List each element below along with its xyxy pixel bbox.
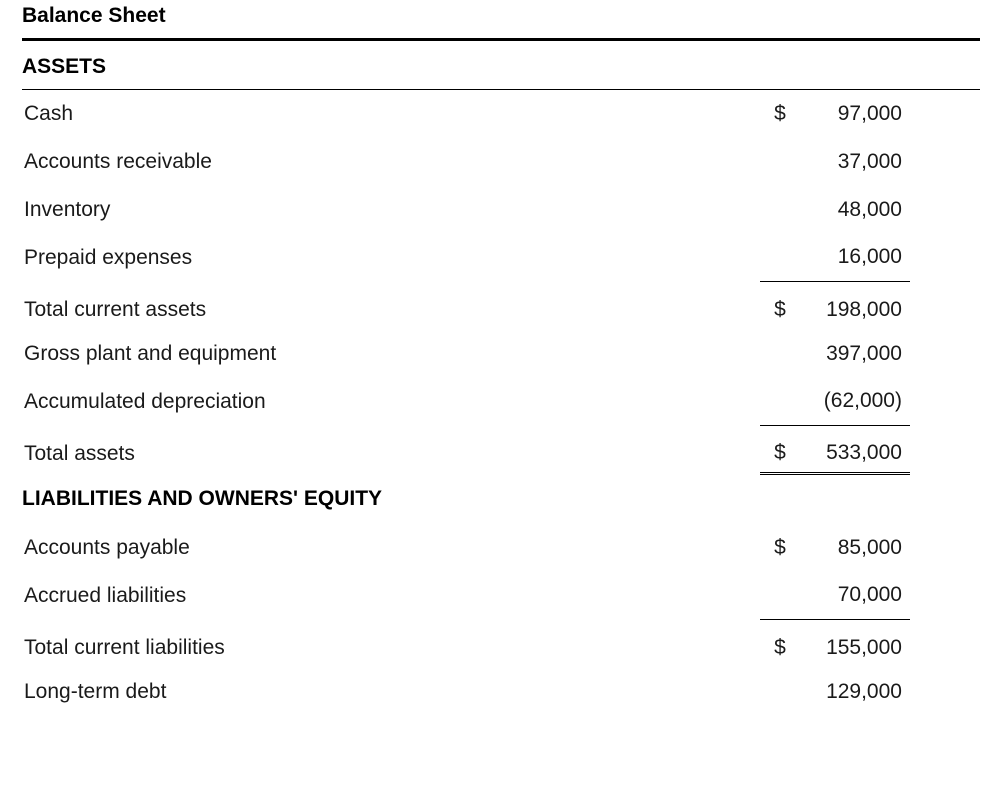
row-value: (62,000) xyxy=(800,378,910,426)
spacer xyxy=(910,90,980,138)
spacer xyxy=(910,668,980,716)
table-row: Prepaid expenses 16,000 xyxy=(22,234,980,282)
section-row-liab-equity: LIABILITIES AND OWNERS' EQUITY xyxy=(22,474,980,524)
spacer xyxy=(910,282,980,330)
currency-symbol: $ xyxy=(760,524,800,572)
spacer xyxy=(910,186,980,234)
row-label: Accrued liabilities xyxy=(22,572,760,620)
row-value: 37,000 xyxy=(800,138,910,186)
row-label: Accumulated depreciation xyxy=(22,378,760,426)
table-row: Cash $ 97,000 xyxy=(22,90,980,138)
row-value: 16,000 xyxy=(800,234,910,282)
currency-symbol: $ xyxy=(760,620,800,668)
row-value: 97,000 xyxy=(800,90,910,138)
table-row: Total current liabilities $ 155,000 xyxy=(22,620,980,668)
spacer xyxy=(910,524,980,572)
row-label: Prepaid expenses xyxy=(22,234,760,282)
currency-symbol: $ xyxy=(760,90,800,138)
spacer xyxy=(910,378,980,426)
currency-symbol xyxy=(760,234,800,282)
spacer xyxy=(910,426,980,474)
row-label: Total current assets xyxy=(22,282,760,330)
row-label: Accounts receivable xyxy=(22,138,760,186)
row-label: Gross plant and equipment xyxy=(22,330,760,378)
row-value: 533,000 xyxy=(800,426,910,474)
section-row-assets: ASSETS xyxy=(22,40,980,90)
currency-symbol xyxy=(760,378,800,426)
title-row: Balance Sheet xyxy=(22,0,980,40)
currency-symbol xyxy=(760,330,800,378)
row-label: Inventory xyxy=(22,186,760,234)
spacer xyxy=(910,138,980,186)
table-row: Gross plant and equipment 397,000 xyxy=(22,330,980,378)
table-row: Total current assets $ 198,000 xyxy=(22,282,980,330)
row-value: 155,000 xyxy=(800,620,910,668)
section-heading-assets: ASSETS xyxy=(22,40,980,90)
spacer xyxy=(910,572,980,620)
row-label: Accounts payable xyxy=(22,524,760,572)
row-value: 129,000 xyxy=(800,668,910,716)
row-value: 397,000 xyxy=(800,330,910,378)
row-value: 70,000 xyxy=(800,572,910,620)
currency-symbol: $ xyxy=(760,426,800,474)
currency-symbol xyxy=(760,572,800,620)
table-row: Inventory 48,000 xyxy=(22,186,980,234)
currency-symbol: $ xyxy=(760,282,800,330)
spacer xyxy=(910,234,980,282)
spacer xyxy=(910,330,980,378)
spacer xyxy=(910,620,980,668)
currency-symbol xyxy=(760,668,800,716)
row-value: 85,000 xyxy=(800,524,910,572)
table-row: Accrued liabilities 70,000 xyxy=(22,572,980,620)
balance-sheet: Balance Sheet ASSETS Cash $ 97,000 Accou… xyxy=(0,0,1008,716)
row-label: Total current liabilities xyxy=(22,620,760,668)
row-label: Long-term debt xyxy=(22,668,760,716)
row-value: 198,000 xyxy=(800,282,910,330)
row-label: Total assets xyxy=(22,426,760,474)
table-row: Accounts payable $ 85,000 xyxy=(22,524,980,572)
balance-sheet-table: Balance Sheet ASSETS Cash $ 97,000 Accou… xyxy=(22,0,980,716)
row-label: Cash xyxy=(22,90,760,138)
table-row: Long-term debt 129,000 xyxy=(22,668,980,716)
table-row: Accounts receivable 37,000 xyxy=(22,138,980,186)
currency-symbol xyxy=(760,138,800,186)
currency-symbol xyxy=(760,186,800,234)
row-value: 48,000 xyxy=(800,186,910,234)
table-row: Total assets $ 533,000 xyxy=(22,426,980,474)
section-heading-liab-equity: LIABILITIES AND OWNERS' EQUITY xyxy=(22,474,980,524)
table-row: Accumulated depreciation (62,000) xyxy=(22,378,980,426)
sheet-title: Balance Sheet xyxy=(22,0,980,40)
